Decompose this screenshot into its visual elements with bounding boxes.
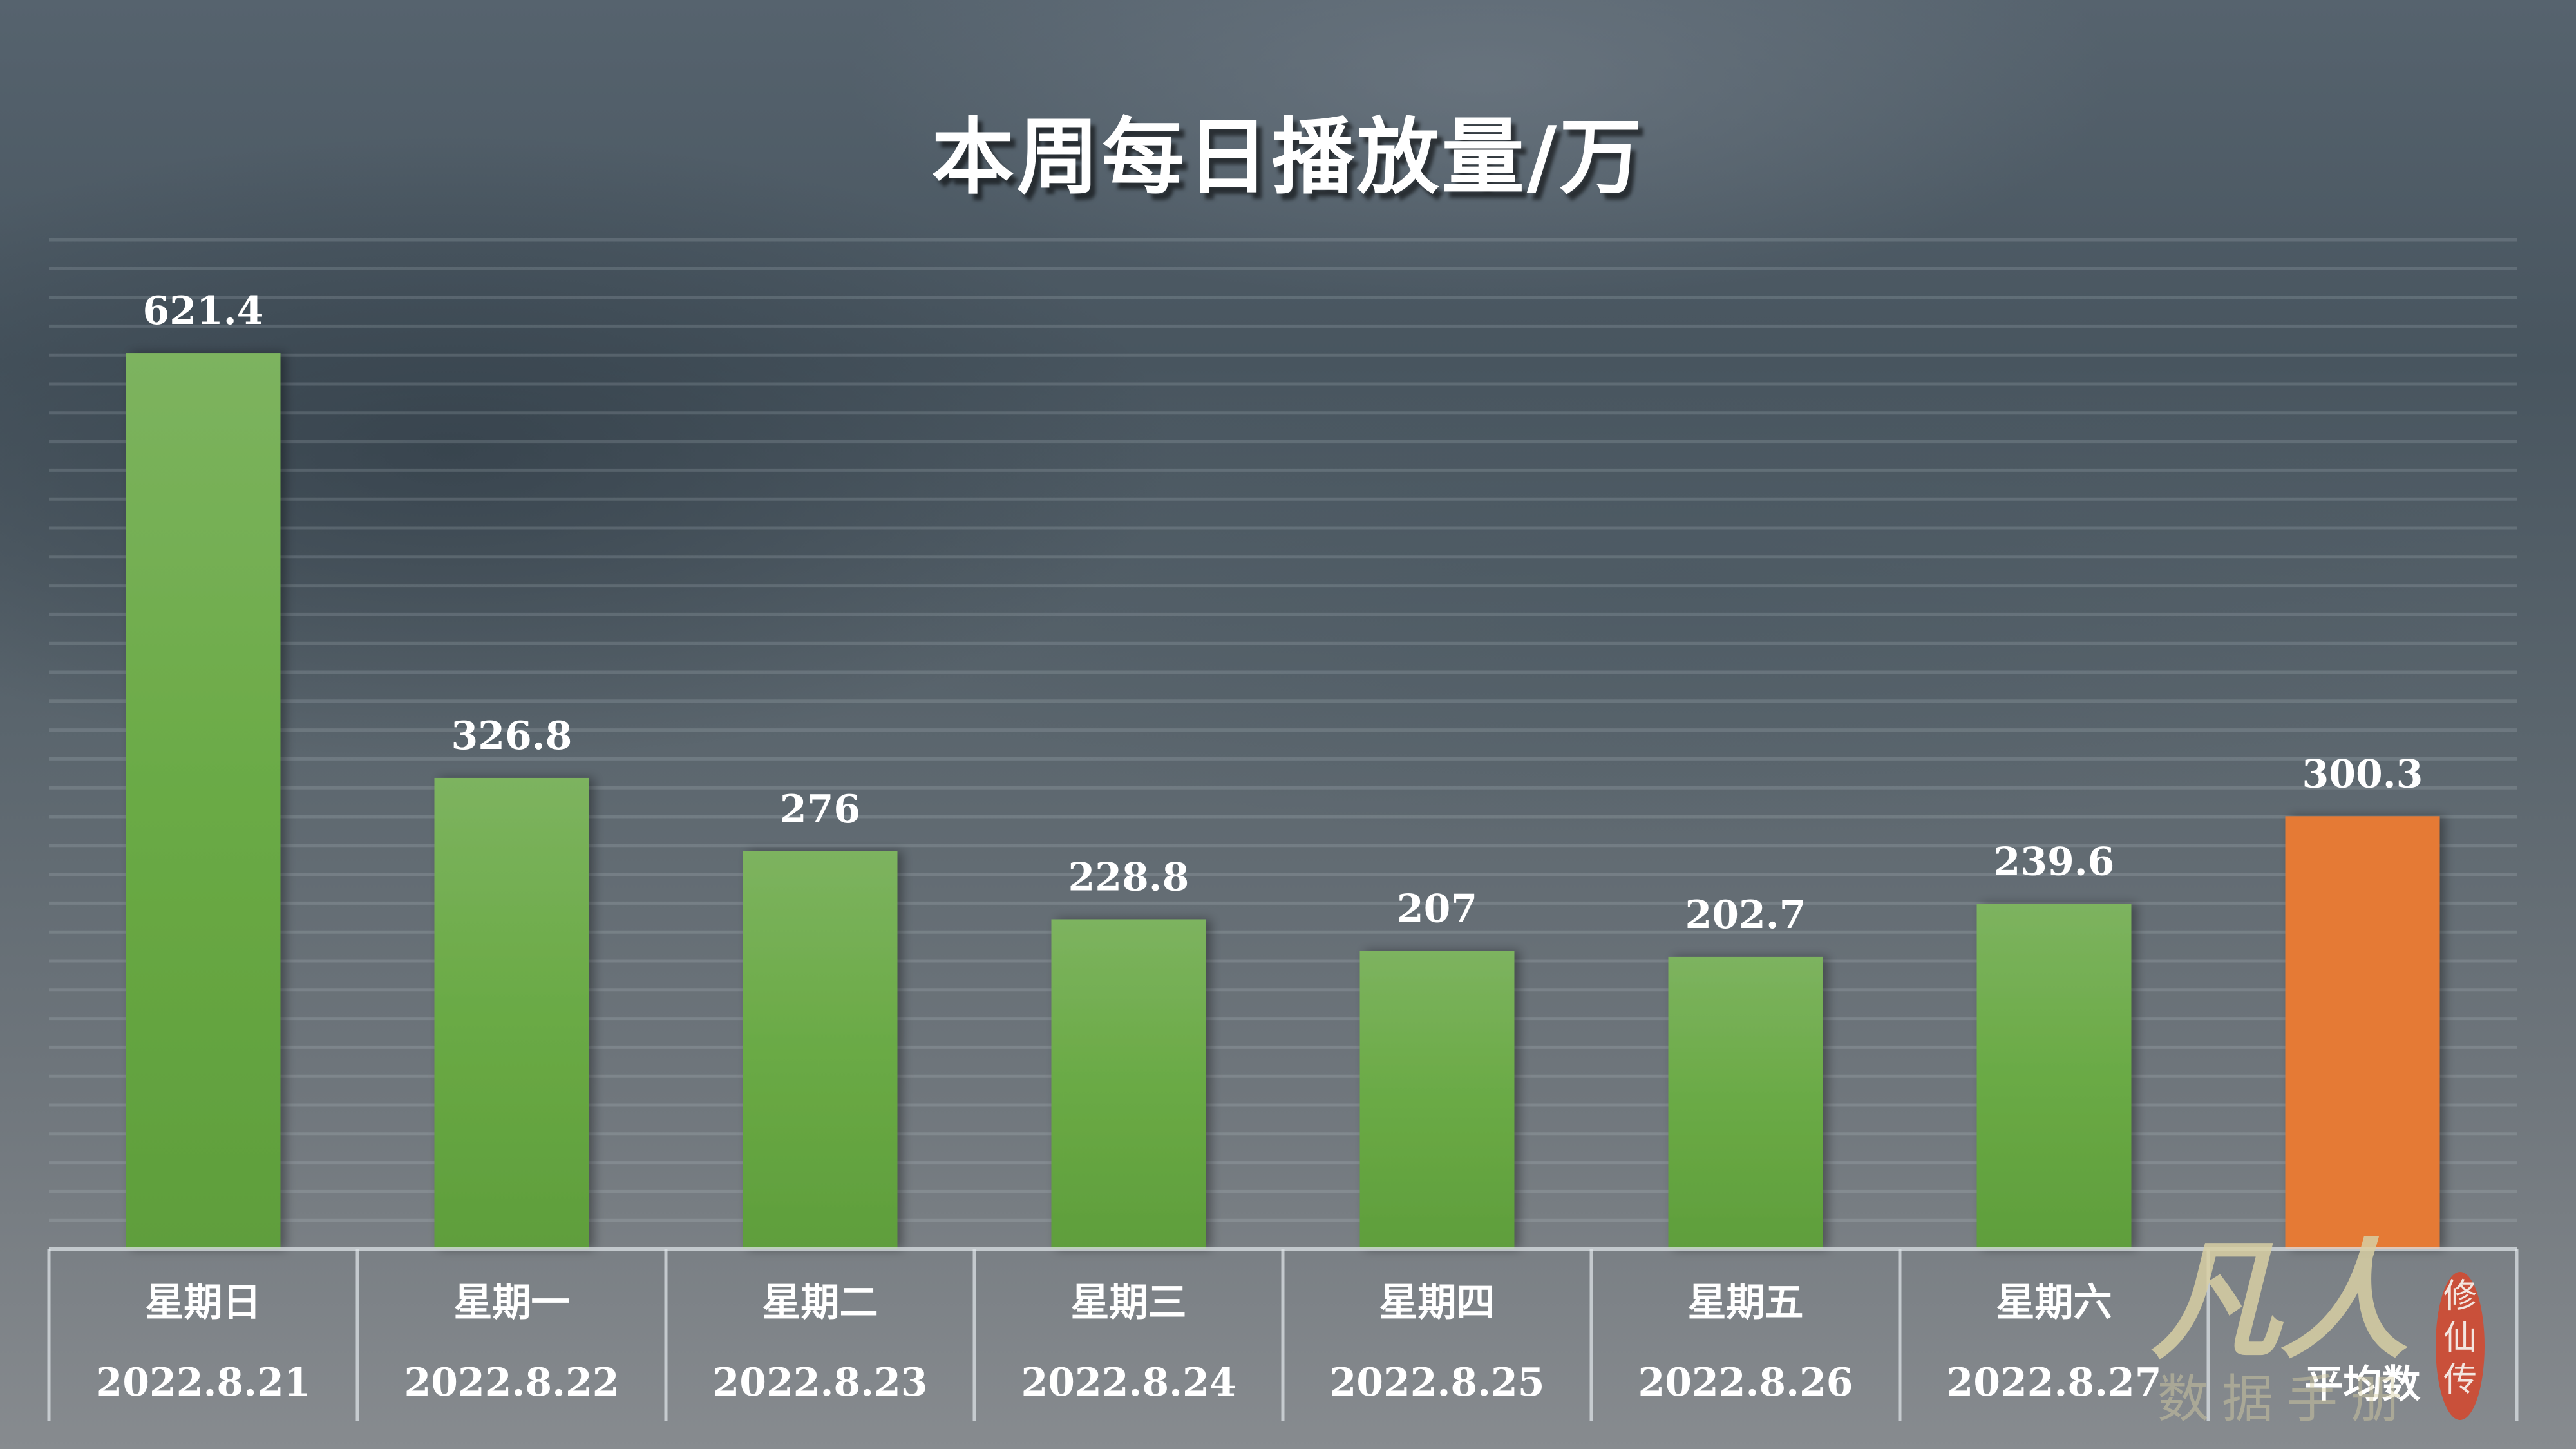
- category-label: 星期六: [1996, 1280, 2112, 1325]
- data-label: 621.4: [143, 289, 264, 334]
- date-label: 2022.8.23: [712, 1360, 927, 1405]
- watermark-logo: 凡人 数据手册 修 仙 传: [2151, 1226, 2485, 1429]
- data-labels: 621.4 326.8 276 228.8 207 202.7 239.6 300.3: [143, 289, 2423, 938]
- category-label: 星期二: [762, 1280, 878, 1325]
- gridlines: [49, 238, 2517, 1222]
- category-table: 星期日 2022.8.21 星期一 2022.8.22 星期二 2022.8.23 星期三 2…: [47, 1247, 2519, 1421]
- svg-text:数据手册: 数据手册: [2157, 1369, 2415, 1429]
- bar: [1051, 919, 1206, 1249]
- bar: [743, 851, 898, 1249]
- date-label: 2022.8.25: [1329, 1360, 1544, 1405]
- date-label: 2022.8.27: [1946, 1360, 2161, 1405]
- data-label: 300.3: [2302, 752, 2423, 797]
- chart-title: 本周每日播放量/万: [931, 109, 1645, 205]
- category-label: 星期五: [1688, 1280, 1804, 1325]
- data-label: 239.6: [1994, 839, 2115, 884]
- svg-text:修: 修: [2443, 1277, 2477, 1316]
- data-label: 202.7: [1685, 893, 1806, 938]
- bar: [1976, 904, 2132, 1249]
- date-label: 2022.8.21: [95, 1360, 310, 1405]
- data-label: 276: [780, 787, 860, 832]
- svg-text:仙: 仙: [2443, 1319, 2477, 1358]
- bar: [126, 353, 281, 1250]
- category-label: 星期一: [454, 1280, 570, 1325]
- data-label: 326.8: [451, 714, 573, 759]
- bar: [434, 777, 589, 1249]
- date-label: 2022.8.24: [1021, 1360, 1236, 1405]
- data-label: 207: [1397, 886, 1477, 931]
- category-label: 平均数: [2305, 1362, 2421, 1407]
- date-label: 2022.8.26: [1638, 1360, 1853, 1405]
- category-label: 星期三: [1071, 1280, 1187, 1325]
- svg-text:凡人: 凡人: [2151, 1226, 2409, 1377]
- data-label: 228.8: [1068, 855, 1189, 900]
- category-label: 星期四: [1379, 1280, 1495, 1325]
- bar: [1668, 956, 1823, 1249]
- category-label: 星期日: [146, 1280, 261, 1325]
- bar: [1359, 951, 1515, 1249]
- svg-text:传: 传: [2443, 1361, 2477, 1399]
- date-label: 2022.8.22: [404, 1360, 619, 1405]
- bar: [2285, 816, 2440, 1249]
- bars: [126, 353, 2440, 1250]
